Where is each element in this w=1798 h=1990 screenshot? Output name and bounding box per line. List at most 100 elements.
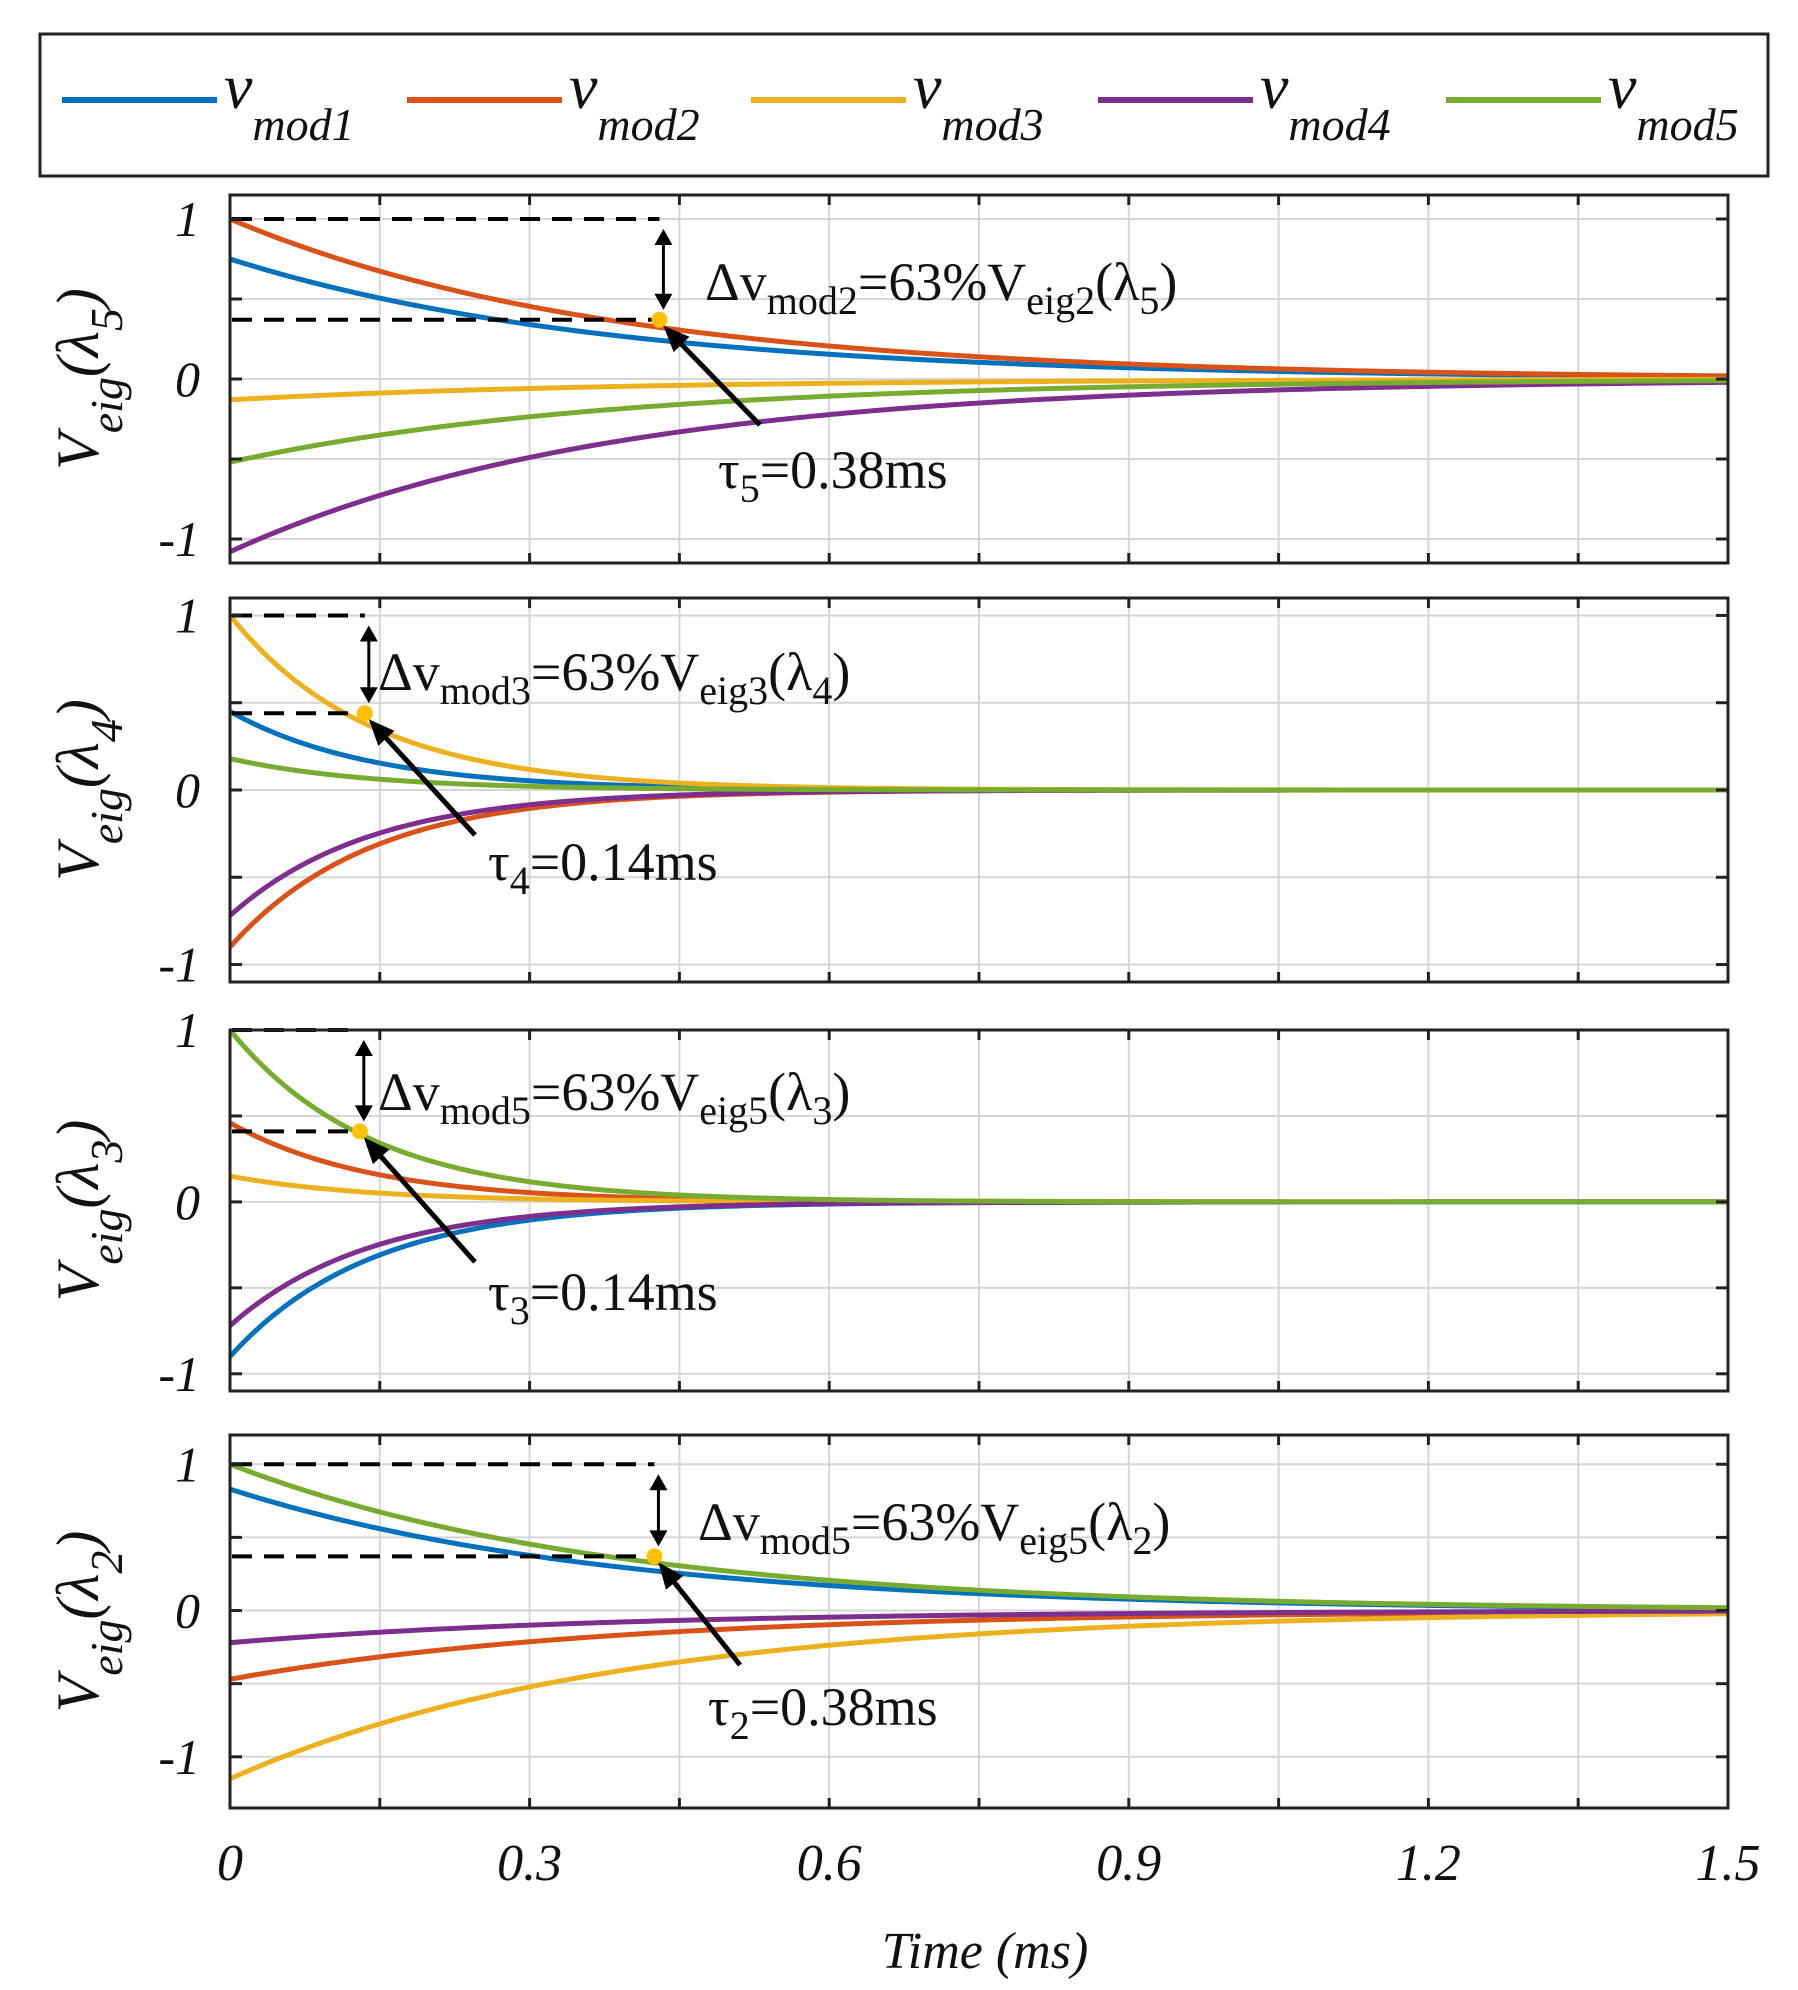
- delta-arrow-head-up: [354, 1040, 373, 1056]
- legend-label-mod4: vmod4: [1260, 51, 1391, 150]
- tau-marker-point: [351, 1123, 368, 1140]
- y-label-symbol: V: [45, 1258, 111, 1301]
- y-label-subscript: eig: [81, 1209, 132, 1265]
- legend-box: [38, 32, 1770, 178]
- y-tick-label: 1: [175, 191, 200, 247]
- delta-arrow-head-up: [649, 1474, 668, 1491]
- y-label-subscript: eig: [81, 377, 132, 433]
- y-tick-label: 0: [175, 1583, 200, 1639]
- delta-subscript: mod2: [767, 278, 858, 323]
- tau-annotation: τ3=0.14ms: [488, 1262, 718, 1333]
- x-axis: Time (ms) 0 0.3 0.6 0.9 1.2 1.5: [217, 1835, 1761, 1980]
- legend-label-mod3: vmod3: [913, 51, 1044, 150]
- delta-subscript: 5: [1139, 278, 1159, 323]
- x-axis-label: Time (ms): [882, 1923, 1089, 1980]
- delta-subscript: eig2: [1026, 278, 1095, 323]
- y-label-symbol: V: [45, 427, 111, 470]
- legend-subscript: mod4: [1288, 99, 1390, 150]
- tau-pointer-shaft: [670, 1578, 742, 1667]
- y-tick-label: 0: [175, 351, 200, 407]
- tau-pointer-head: [368, 719, 395, 746]
- series-line-vmod5: [229, 756, 1728, 793]
- y-tick-label: -1: [158, 511, 200, 567]
- delta-subscript: 3: [812, 1088, 832, 1133]
- tau-marker-point: [356, 705, 373, 722]
- delta-arrow-head-up: [359, 625, 378, 642]
- y-label-lambda: λ: [45, 1574, 111, 1602]
- delta-close: ): [1152, 1492, 1170, 1552]
- y-label-subscript: eig: [81, 1620, 132, 1676]
- y-tick-label: 1: [175, 1002, 200, 1058]
- delta-subscript: 4: [812, 668, 832, 713]
- y-axis-label: Veig(λ2): [45, 1531, 132, 1713]
- x-tick-label: 1.5: [1696, 1835, 1761, 1892]
- delta-close: ): [1159, 252, 1177, 312]
- tau-value: =0.14ms: [530, 832, 718, 892]
- y-tick-label: -1: [158, 1346, 200, 1402]
- y-label-lambda-subscript: 4: [81, 719, 132, 742]
- delta-text: Δv: [705, 252, 767, 312]
- legend-subscript: mod3: [941, 99, 1043, 150]
- tau-subscript: 4: [510, 858, 530, 903]
- y-label-paren: ): [45, 1531, 111, 1554]
- y-label-lambda: λ: [45, 1163, 111, 1191]
- series-line-vmod5: [229, 1461, 1729, 1611]
- tau-symbol: τ: [488, 832, 510, 892]
- delta-subscript: mod3: [440, 668, 531, 713]
- tau-symbol: τ: [718, 440, 740, 500]
- y-label-lambda: λ: [45, 742, 111, 770]
- delta-subscript: mod5: [440, 1088, 531, 1133]
- y-label-paren: ): [45, 1120, 111, 1143]
- y-tick-label: 0: [175, 762, 200, 818]
- delta-mid: =63%V: [531, 1062, 699, 1122]
- y-label-paren: ): [45, 288, 111, 311]
- y-label-symbol: V: [45, 838, 111, 881]
- delta-mid: =63%V: [531, 642, 699, 702]
- tau-pointer-head: [363, 1137, 390, 1165]
- delta-subscript: mod5: [760, 1518, 851, 1563]
- delta-annotation: Δvmod3=63%Veig3(λ4): [378, 642, 850, 713]
- y-axis-label: Veig(λ4): [45, 699, 132, 881]
- delta-close: ): [832, 1062, 850, 1122]
- delta-annotation: Δvmod2=63%Veig2(λ5): [705, 252, 1177, 323]
- delta-annotation: Δvmod5=63%Veig5(λ3): [378, 1062, 850, 1133]
- tau-annotation: τ5=0.38ms: [718, 440, 948, 511]
- y-tick-label: 0: [175, 1174, 200, 1230]
- x-tick-label: 0.3: [497, 1835, 562, 1892]
- series-line-vmod3: [228, 1611, 1729, 1782]
- y-tick-label: 1: [175, 587, 200, 643]
- tau-pointer-shaft: [676, 339, 762, 427]
- x-tick-label: 1.2: [1396, 1835, 1461, 1892]
- delta-lambda: (λ: [1095, 252, 1139, 312]
- delta-arrow-head-down: [354, 1105, 373, 1122]
- series-line-vmod5: [228, 1028, 1728, 1205]
- x-tick-label: 0.9: [1096, 1835, 1161, 1892]
- y-label-subscript: eig: [81, 788, 132, 844]
- y-tick-label: -1: [158, 1729, 200, 1785]
- tau-subscript: 2: [730, 1703, 750, 1748]
- y-label-lambda-subscript: 5: [81, 308, 132, 331]
- delta-subscript: eig3: [699, 668, 768, 713]
- tau-pointer-head: [658, 1562, 684, 1590]
- delta-mid: =63%V: [851, 1492, 1019, 1552]
- legend-symbol: v: [1608, 51, 1637, 122]
- delta-arrow-head-up: [654, 229, 673, 245]
- tau-pointer-shaft: [381, 733, 477, 837]
- delta-lambda: (λ: [768, 642, 812, 702]
- tau-pointer-head: [663, 325, 690, 353]
- series-line-vmod4: [229, 1608, 1729, 1646]
- legend-label-mod1: vmod1: [224, 51, 355, 150]
- y-label-paren: ): [45, 699, 111, 722]
- tau-symbol: τ: [708, 1677, 730, 1737]
- delta-subscript: 2: [1132, 1518, 1152, 1563]
- delta-arrow-head-down: [654, 293, 673, 310]
- tau-marker-point: [651, 311, 668, 328]
- series-line-vmod5: [229, 378, 1729, 465]
- y-tick-label: -1: [158, 937, 200, 993]
- legend-symbol: v: [224, 51, 253, 122]
